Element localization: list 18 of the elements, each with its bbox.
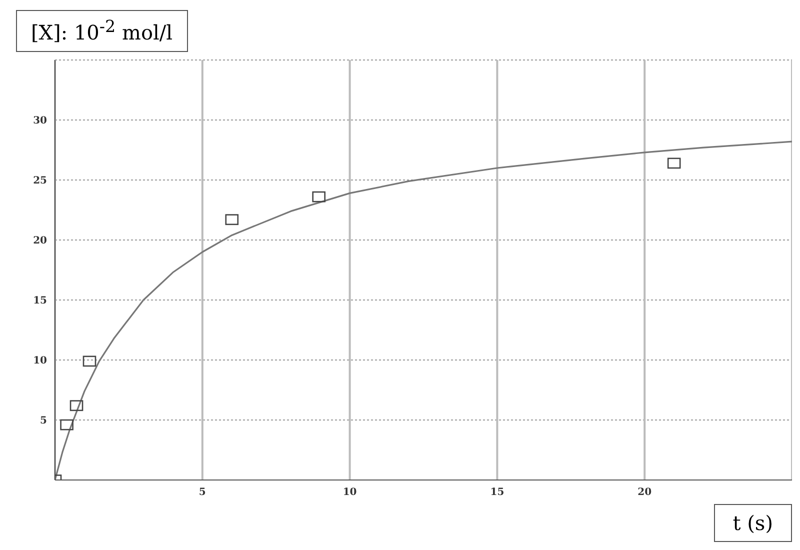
point xyxy=(60,419,74,430)
point xyxy=(82,356,96,367)
y-tick-label: 5 xyxy=(40,416,48,427)
point xyxy=(225,214,239,226)
x-tick-label: 15 xyxy=(490,487,504,498)
x-axis-title: t (s) xyxy=(714,504,792,542)
y-tick-label: 10 xyxy=(33,356,48,367)
y-tick-label: 30 xyxy=(33,116,48,127)
point xyxy=(667,158,681,169)
point xyxy=(312,191,326,202)
y-tick-label: 20 xyxy=(33,236,48,247)
y-tick-label: 25 xyxy=(33,176,48,187)
y-tick-label: 15 xyxy=(33,296,48,307)
x-tick-label: 5 xyxy=(198,487,206,498)
x-tick-label: 10 xyxy=(342,487,357,498)
y-axis-title: [X]: 10$^{-2}$ mol/l xyxy=(16,10,188,52)
point xyxy=(70,400,84,412)
x-tick-label: 20 xyxy=(638,487,652,498)
